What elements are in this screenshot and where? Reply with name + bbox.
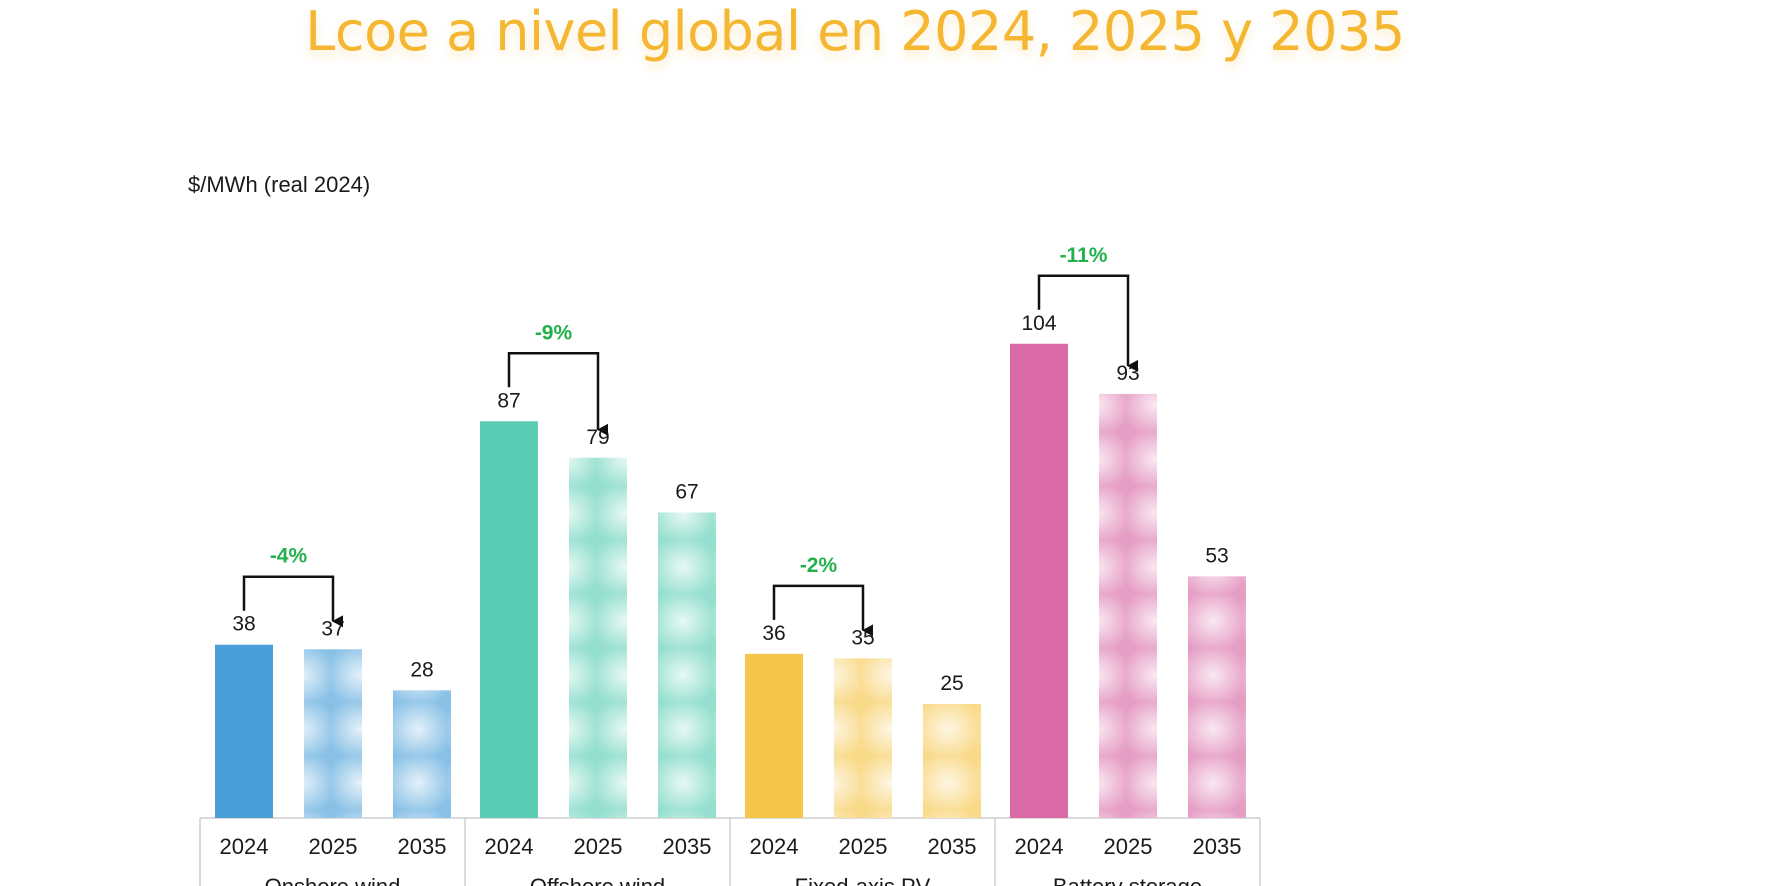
y-axis-unit-label: $/MWh (real 2024): [188, 172, 370, 197]
bar-onshore-wind-2035: [393, 690, 451, 818]
category-label: Fixed-axis PV: [795, 874, 931, 886]
data-label: 53: [1205, 544, 1228, 567]
chart-body: 382024372025282035Onshore wind-4%8720247…: [199, 244, 1261, 886]
data-label: 104: [1021, 312, 1056, 335]
bar-onshore-wind-2024: [215, 644, 273, 818]
data-label: 36: [762, 622, 785, 645]
bar-offshore-wind-2024: [480, 421, 538, 818]
bar-onshore-wind-2025: [304, 649, 362, 818]
bar-fixed-axis-pv-2035: [923, 704, 981, 818]
category-label: Offshore wind: [530, 874, 665, 886]
year-tick-label: 2025: [574, 834, 623, 859]
bar-fixed-axis-pv-2024: [745, 653, 803, 818]
change-bracket-arrow: [507, 352, 608, 436]
percent-change-label: -9%: [535, 321, 573, 344]
percent-change-label: -11%: [1060, 244, 1108, 267]
year-tick-label: 2035: [1193, 834, 1242, 859]
year-tick-label: 2025: [839, 834, 888, 859]
year-tick-label: 2024: [220, 834, 269, 859]
bar-offshore-wind-2035: [658, 512, 716, 818]
change-bracket-arrow: [1037, 274, 1138, 372]
percent-change-label: -4%: [270, 545, 308, 568]
year-tick-label: 2024: [750, 834, 799, 859]
bar-offshore-wind-2025: [569, 457, 627, 818]
year-tick-label: 2024: [1015, 834, 1064, 859]
bar-battery-storage-2035: [1188, 576, 1246, 818]
year-tick-label: 2025: [1104, 834, 1153, 859]
year-tick-label: 2035: [663, 834, 712, 859]
data-label: 87: [497, 389, 520, 412]
bar-battery-storage-2024: [1010, 343, 1068, 818]
year-tick-label: 2024: [485, 834, 534, 859]
category-label: Battery storage: [1053, 874, 1202, 886]
category-label: Onshore wind: [265, 874, 401, 886]
bar-fixed-axis-pv-2025: [834, 658, 892, 818]
change-bracket-arrow: [772, 584, 873, 637]
year-tick-label: 2035: [928, 834, 977, 859]
data-label: 25: [940, 672, 963, 695]
year-tick-label: 2025: [309, 834, 358, 859]
slide-title: Lcoe a nivel global en 2024, 2025 y 2035: [305, 0, 1405, 63]
data-label: 28: [410, 658, 433, 681]
change-bracket-arrow: [242, 575, 343, 628]
year-tick-label: 2035: [398, 834, 447, 859]
percent-change-label: -2%: [800, 554, 838, 577]
data-label: 67: [675, 480, 698, 503]
data-label: 38: [232, 613, 255, 636]
bar-battery-storage-2025: [1099, 393, 1157, 818]
